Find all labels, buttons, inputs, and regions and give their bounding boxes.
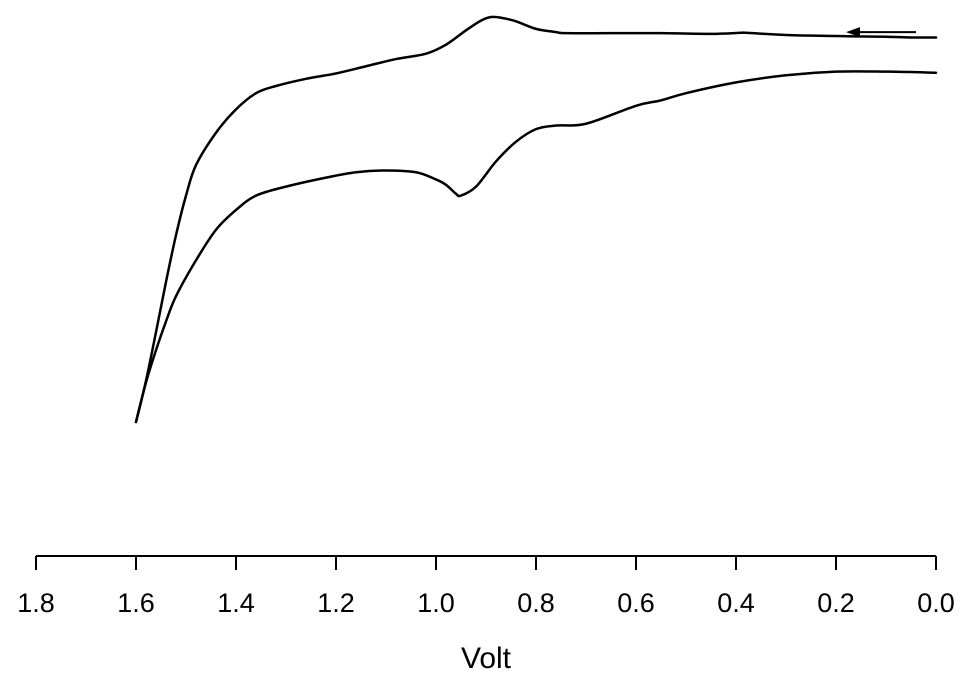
x-tick-label: 1.0 bbox=[417, 588, 455, 618]
x-tick-label: 1.2 bbox=[317, 588, 355, 618]
x-tick-label: 0.6 bbox=[617, 588, 655, 618]
x-tick-label: 0.0 bbox=[917, 588, 955, 618]
upper-trace bbox=[134, 15, 938, 424]
arrow-head bbox=[846, 27, 860, 38]
lower-trace bbox=[134, 70, 938, 424]
x-axis-title: Volt bbox=[461, 642, 512, 675]
x-tick-label: 0.8 bbox=[517, 588, 555, 618]
x-tick-label: 1.4 bbox=[217, 588, 255, 618]
x-tick-label: 0.4 bbox=[717, 588, 755, 618]
x-tick-label: 0.2 bbox=[817, 588, 855, 618]
x-tick-label: 1.8 bbox=[17, 588, 55, 618]
traces bbox=[134, 15, 938, 424]
annotations bbox=[846, 27, 916, 38]
x-tick-label: 1.6 bbox=[117, 588, 155, 618]
scan-direction-arrow bbox=[846, 27, 916, 38]
x-axis: 1.8 1.6 1.4 1.2 1.0 0.8 0.6 0.4 0.2 0.0 bbox=[17, 555, 955, 618]
